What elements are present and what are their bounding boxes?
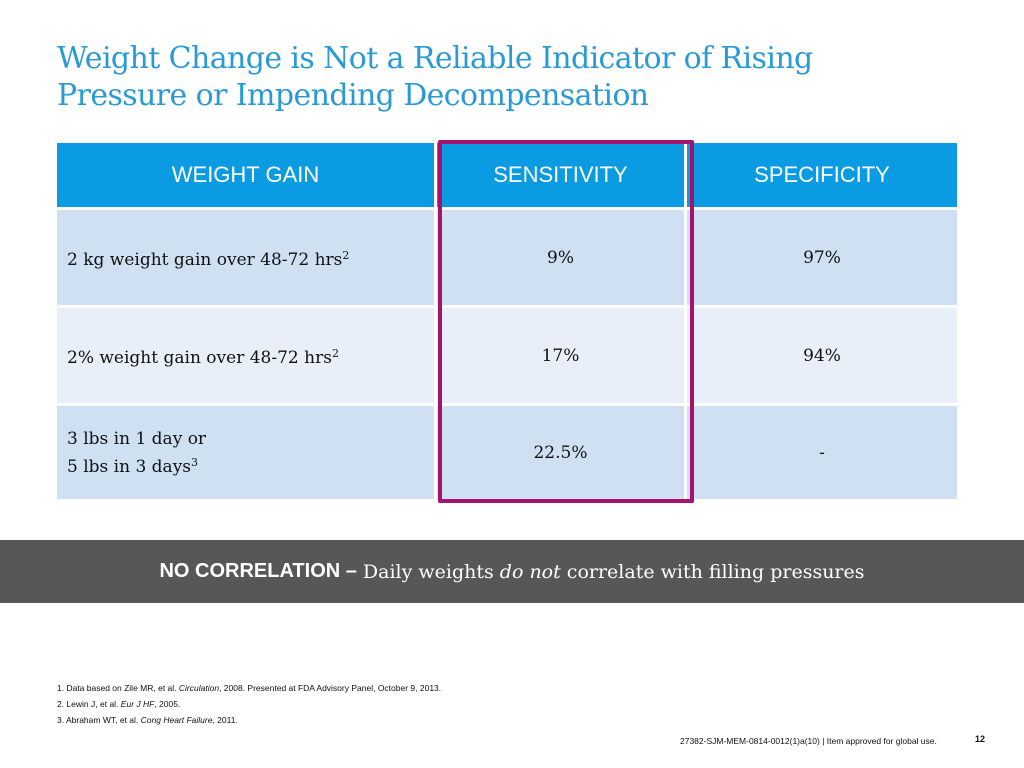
table-row: 2% weight gain over 48-72 hrs2 17% 94% [57,308,957,406]
reference-marker: 3 [191,455,199,469]
reference-marker: 2 [331,346,339,360]
weight-gain-label-line-2: 5 lbs in 3 days3 [67,455,199,477]
table-row: 2 kg weight gain over 48-72 hrs2 9% 97% [57,210,957,308]
title-line-2: Pressure or Impending Decompensation [57,78,649,113]
weight-gain-table: WEIGHT GAIN SENSITIVITY SPECIFICITY 2 kg… [57,143,957,499]
header-weight-gain: WEIGHT GAIN [57,143,437,210]
reference-item: 2. Lewin J, et al. Eur J HF, 2005. [57,699,181,709]
weight-gain-cell: 3 lbs in 1 day or 5 lbs in 3 days3 [57,406,437,499]
banner-emphasis: do not [499,560,561,583]
sensitivity-cell: 9% [437,210,687,308]
references: 1. Data based on Zile MR, et al. Circula… [57,680,857,728]
page-number: 12 [975,734,986,744]
footer-code: 27382-SJM-MEM-0814-0012(1)a(10) | Item a… [680,736,937,746]
weight-gain-label: 2 kg weight gain over 48-72 hrs2 [67,248,350,270]
banner-lead: NO CORRELATION – [159,560,357,582]
weight-gain-label: 2% weight gain over 48-72 hrs2 [67,346,339,368]
table-header-row: WEIGHT GAIN SENSITIVITY SPECIFICITY [57,143,957,210]
banner-text: Daily weights do not correlate with fill… [362,560,865,583]
weight-gain-label-line-1: 3 lbs in 1 day or [67,428,207,449]
table-row: 3 lbs in 1 day or 5 lbs in 3 days3 22.5%… [57,406,957,499]
weight-gain-cell: 2% weight gain over 48-72 hrs2 [57,308,437,406]
reference-item: 3. Abraham WT, et al. Cong Heart Failure… [57,715,238,725]
reference-item: 1. Data based on Zile MR, et al. Circula… [57,683,442,693]
reference-marker: 2 [342,248,350,262]
header-sensitivity: SENSITIVITY [437,143,687,210]
specificity-cell: 97% [687,210,957,308]
title-line-1: Weight Change is Not a Reliable Indicato… [57,41,813,76]
slide-title: Weight Change is Not a Reliable Indicato… [57,40,957,114]
sensitivity-cell: 17% [437,308,687,406]
header-specificity: SPECIFICITY [687,143,957,210]
conclusion-banner: NO CORRELATION – Daily weights do not co… [0,540,1024,603]
weight-gain-cell: 2 kg weight gain over 48-72 hrs2 [57,210,437,308]
specificity-cell: 94% [687,308,957,406]
specificity-cell: - [687,406,957,499]
sensitivity-cell: 22.5% [437,406,687,499]
